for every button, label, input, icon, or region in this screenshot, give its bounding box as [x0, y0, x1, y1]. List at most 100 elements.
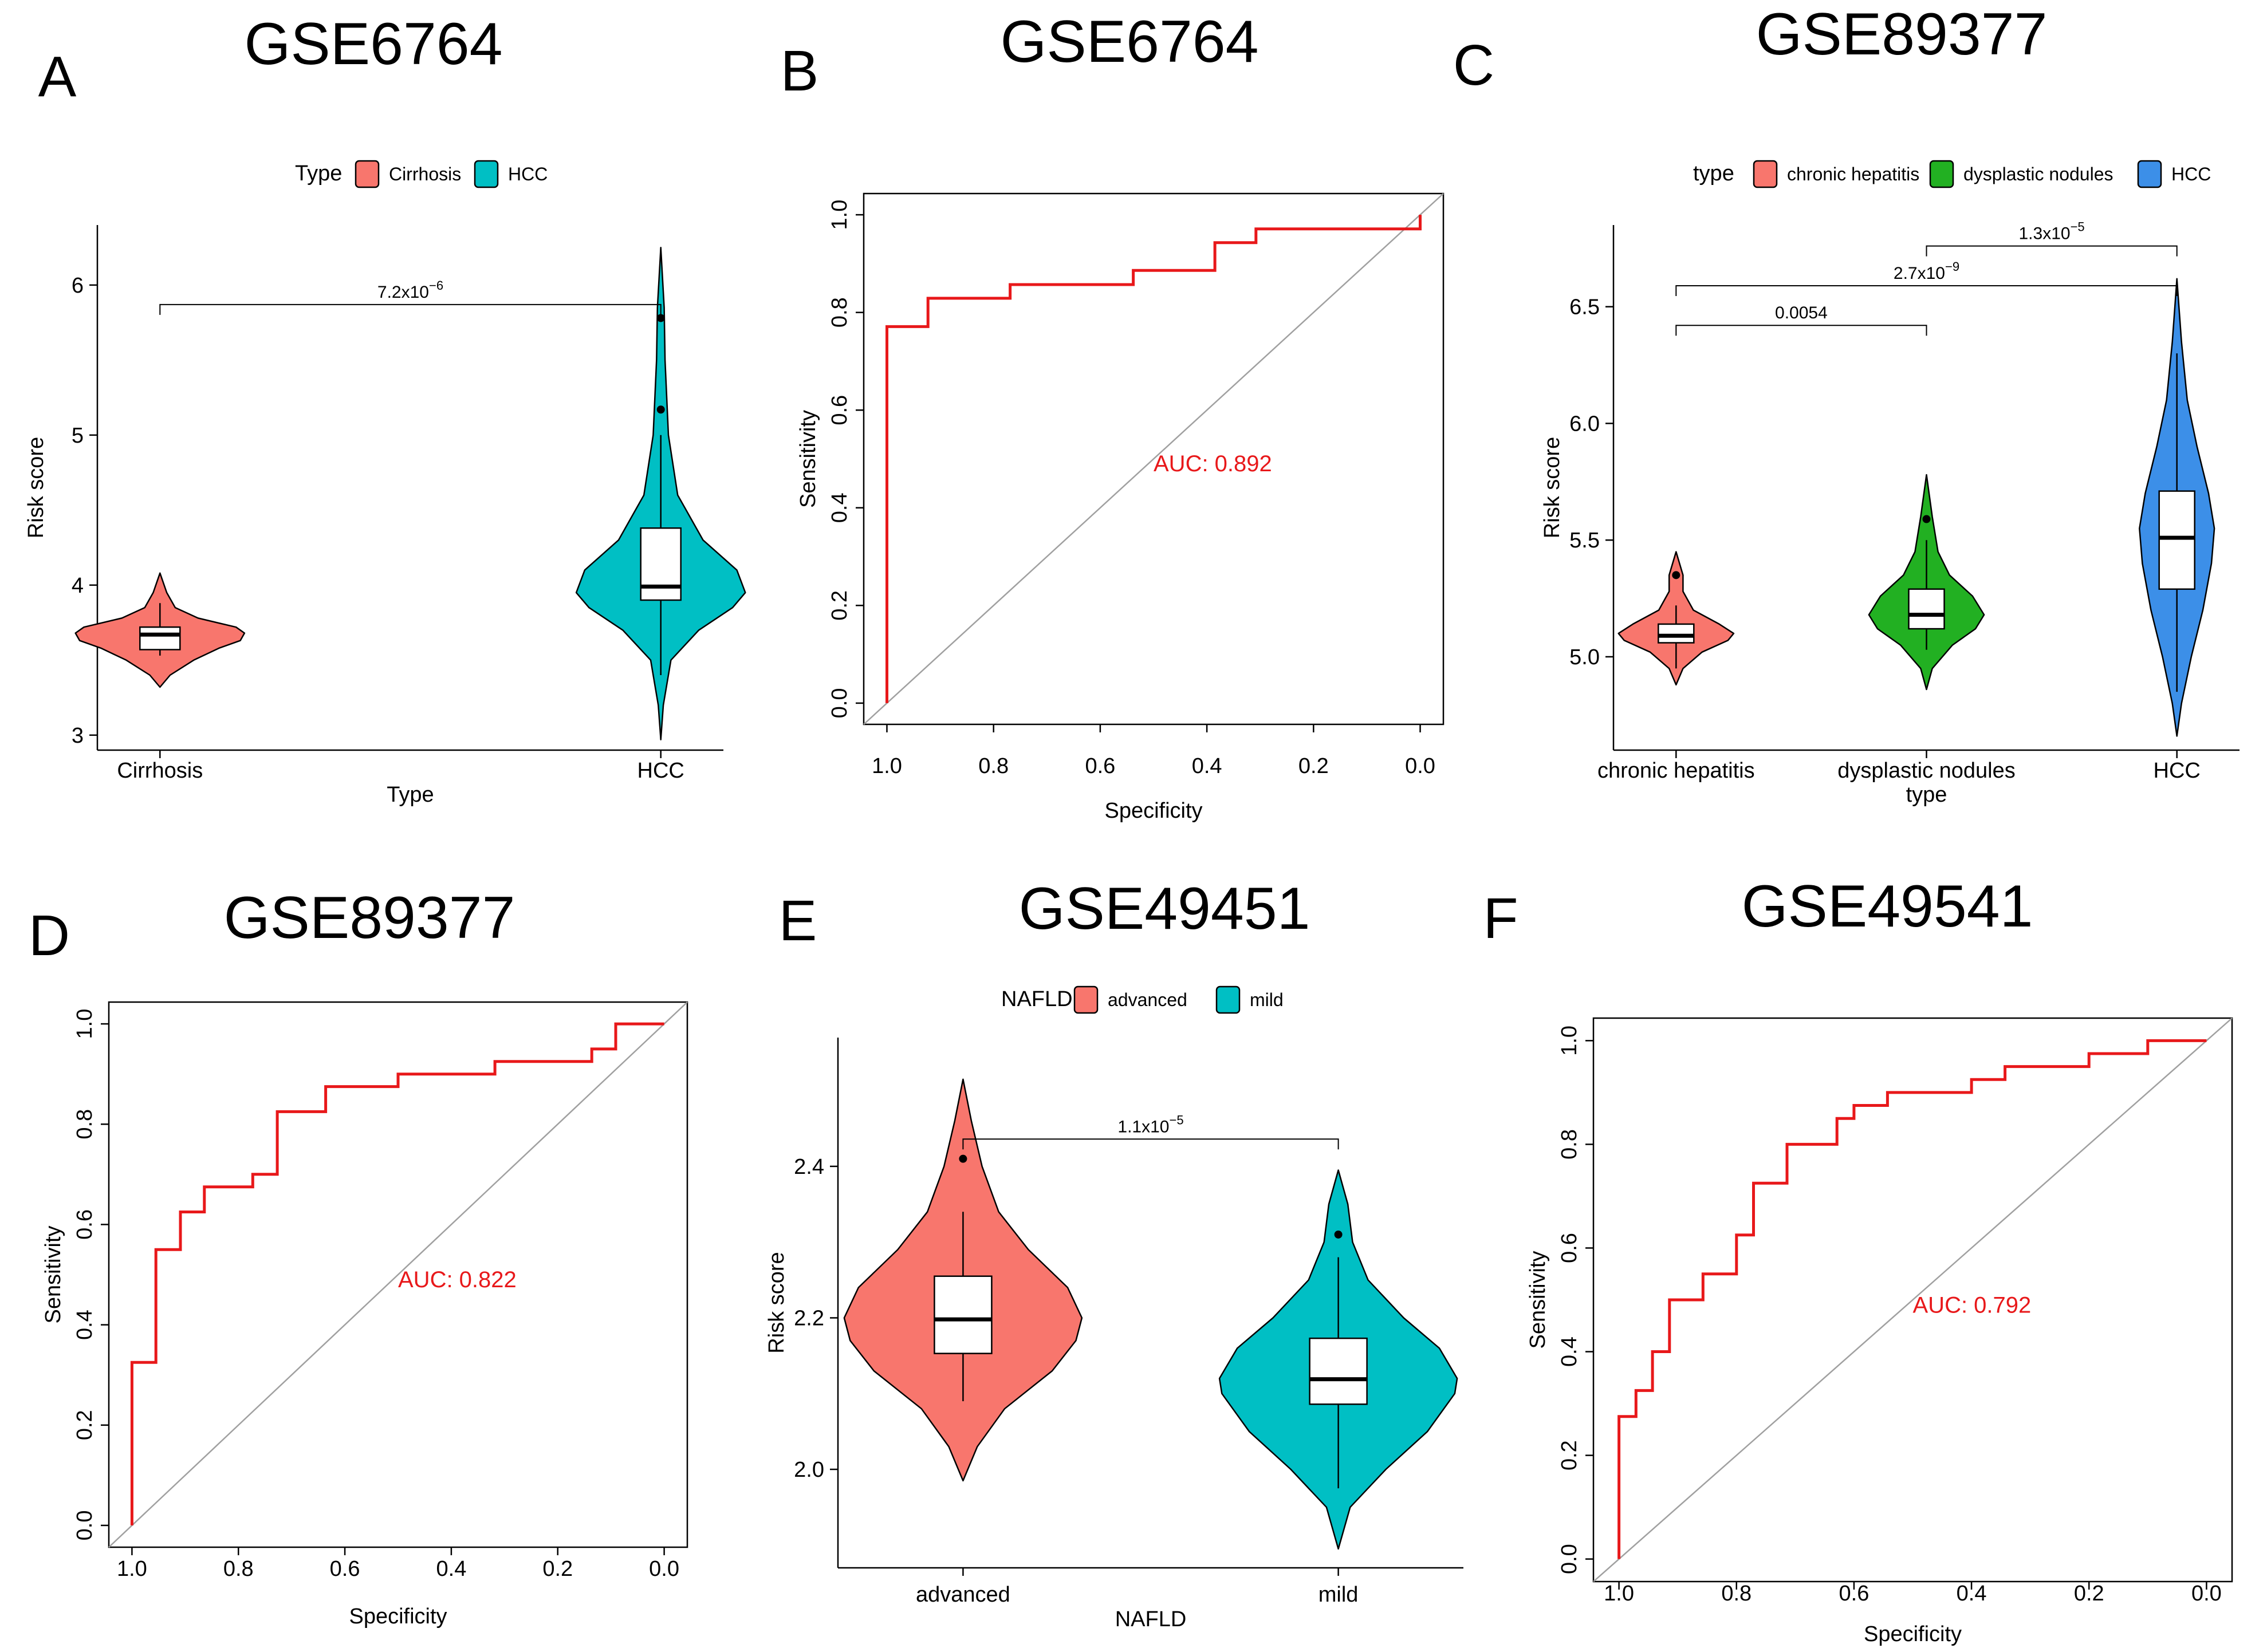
- reference-diagonal: [863, 193, 1444, 725]
- auc-label: AUC: 0.792: [1913, 1293, 2032, 1318]
- y-tick-label: 1.0: [828, 200, 852, 230]
- x-tick-label: 0.0: [2191, 1582, 2222, 1606]
- p-value-label: 7.2x10−6: [377, 278, 443, 302]
- x-tick-label: 0.4: [436, 1557, 467, 1581]
- x-tick-label: 0.6: [1839, 1582, 1870, 1606]
- x-tick-label: 0.4: [1957, 1582, 1987, 1606]
- significance-bracket: [159, 303, 662, 315]
- x-axis-label: NAFLD: [1115, 1607, 1187, 1631]
- chart-D: D GSE89377 1.0 1.0 0.8 0.8 0.6 0.6 0.4 0.4 0.2 0.2 0…: [29, 885, 688, 1629]
- chart-title: GSE89377: [1756, 1, 2048, 68]
- y-tick-label: 0.4: [1557, 1336, 1581, 1367]
- legend: NAFLD advanced mild: [1001, 985, 1284, 1014]
- outlier-point: [1334, 1230, 1343, 1239]
- legend-swatch: [1215, 985, 1241, 1014]
- x-axis-label: Specificity: [1104, 799, 1202, 823]
- x-tick-label: 0.6: [330, 1557, 360, 1581]
- legend-label: mild: [1250, 989, 1284, 1010]
- y-tick-label: 0.2: [1557, 1440, 1581, 1470]
- x-tick-label: 0.2: [1298, 754, 1329, 778]
- p-value-label-exponent: −5: [1169, 1113, 1183, 1127]
- y-tick-label: 0.2: [73, 1410, 97, 1440]
- panel-letter: F: [1483, 886, 1518, 951]
- p-value-label-base: 2.7x10: [1894, 264, 1945, 283]
- y-tick-label: 0.6: [1557, 1233, 1581, 1263]
- chart-F: F GSE49541 1.0 1.0 0.8 0.8 0.6 0.6 0.4 0.4 0.2 0.2 0…: [1483, 873, 2233, 1646]
- panel-letter: E: [779, 889, 817, 953]
- x-tick-label: 0.8: [978, 754, 1009, 778]
- y-tick-label: 0.4: [828, 492, 852, 523]
- y-axis-label: Risk score: [765, 1252, 789, 1353]
- legend-swatch: [2137, 160, 2162, 188]
- outlier-point: [656, 405, 665, 414]
- y-tick-label: 0.0: [73, 1511, 97, 1541]
- y-tick-label: 0.8: [1557, 1129, 1581, 1160]
- legend-swatch: [1073, 985, 1099, 1014]
- outlier-point: [1672, 571, 1680, 579]
- legend: type chronic hepatitis dysplastic nodules H…: [1693, 160, 2211, 188]
- y-tick-label: 5.0: [1569, 645, 1600, 669]
- legend-swatch: [1753, 160, 1778, 188]
- p-value-label: 1.3x10−5: [2019, 220, 2085, 243]
- y-tick-label: 3: [72, 724, 84, 748]
- chart-B: B GSE6764 1.0 1.0 0.8 0.8 0.6 0.6 0.4 0.4 0.2 0.2 0.…: [781, 9, 1445, 823]
- x-tick-label: HCC: [637, 759, 684, 783]
- x-tick-label: 0.2: [542, 1557, 573, 1581]
- y-tick-label: 0.8: [828, 297, 852, 328]
- panel-letter: C: [1453, 33, 1494, 97]
- chart-title: GSE49451: [1019, 876, 1310, 942]
- chart-E: E GSE49451 NAFLD advanced mild 2.0 2.2 2.4 Risk …: [765, 876, 1463, 1631]
- y-axis-label: Risk score: [24, 437, 48, 538]
- legend-label: HCC: [2171, 164, 2211, 184]
- y-tick-label: 0.0: [1557, 1544, 1581, 1574]
- x-tick-label: HCC: [2154, 759, 2201, 783]
- significance-bracket: [1675, 285, 2178, 296]
- y-tick-label: 0.8: [73, 1109, 97, 1140]
- legend: Type Cirrhosis HCC: [295, 160, 548, 188]
- chart-C: C GSE89377 type chronic hepatitis dysplastic…: [1453, 1, 2240, 807]
- x-tick-label: 0.0: [649, 1557, 679, 1581]
- x-tick-label: 0.8: [223, 1557, 254, 1581]
- chart-title: GSE89377: [224, 885, 515, 951]
- p-value-label-exponent: −5: [2071, 220, 2085, 234]
- y-axis-label: Sensitivity: [41, 1225, 65, 1323]
- y-axis-label: Sensitivity: [1526, 1251, 1550, 1349]
- panel-letter: B: [781, 39, 819, 103]
- y-axis-label: Risk score: [1540, 437, 1564, 538]
- y-tick-label: 1.0: [1557, 1026, 1581, 1056]
- x-axis-label: Specificity: [349, 1604, 447, 1629]
- x-tick-label: chronic hepatitis: [1597, 759, 1755, 783]
- legend-label: advanced: [1108, 989, 1187, 1010]
- y-tick-label: 0.2: [828, 590, 852, 621]
- p-value-label-exponent: −6: [429, 278, 443, 293]
- x-tick-label: 0.2: [2074, 1582, 2104, 1606]
- reference-diagonal: [1593, 1018, 2233, 1582]
- legend-label: Cirrhosis: [389, 164, 461, 184]
- p-value-label-base: 1.1x10: [1117, 1117, 1169, 1136]
- y-axis-label: Sensitivity: [796, 410, 820, 508]
- significance-bracket: [962, 1138, 1339, 1150]
- significance-bracket: [1675, 325, 1927, 336]
- plot-frame: [108, 1001, 688, 1548]
- plot-frame: [1592, 1017, 2233, 1583]
- x-tick-label: 1.0: [872, 754, 902, 778]
- y-tick-label: 6: [72, 274, 84, 298]
- panel-letter: D: [29, 904, 70, 968]
- y-tick-label: 6.5: [1569, 295, 1600, 320]
- y-tick-label: 2.2: [794, 1306, 824, 1330]
- y-tick-label: 5.5: [1569, 529, 1600, 553]
- significance-bracket: [1926, 245, 2178, 257]
- y-tick-label: 0.6: [73, 1209, 97, 1240]
- plot-frame: [863, 192, 1445, 726]
- chart-title: GSE6764: [245, 11, 503, 77]
- y-tick-label: 0.0: [828, 688, 852, 719]
- y-tick-label: 1.0: [73, 1009, 97, 1039]
- legend-title: NAFLD: [1001, 987, 1073, 1011]
- outlier-point: [1922, 515, 1931, 523]
- box: [139, 626, 181, 650]
- p-value-label: 2.7x10−9: [1894, 259, 1959, 283]
- box: [1908, 588, 1945, 630]
- p-value-label-base: 0.0054: [1775, 303, 1828, 322]
- x-tick-label: Cirrhosis: [117, 759, 203, 783]
